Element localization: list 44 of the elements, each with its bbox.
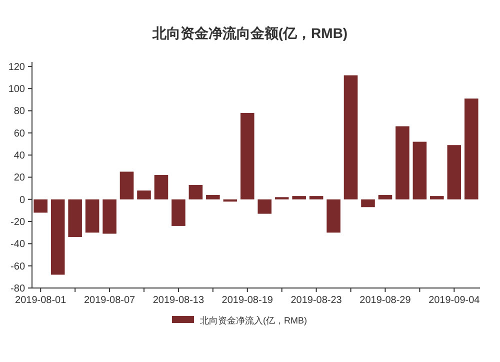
- y-tick-label: -40: [10, 239, 26, 250]
- bar: [396, 126, 410, 200]
- bar: [206, 194, 220, 200]
- bar: [154, 175, 168, 200]
- x-tick-label: 2019-08-13: [152, 295, 204, 306]
- y-tick-label: 20: [14, 172, 26, 184]
- bar: [326, 199, 340, 233]
- bar: [292, 196, 306, 200]
- x-tick-label: 2019-08-01: [15, 295, 67, 306]
- bar: [447, 145, 462, 200]
- bar: [34, 199, 48, 213]
- y-tick-label: -80: [10, 284, 26, 294]
- bar: [344, 75, 358, 200]
- bar: [258, 199, 272, 214]
- y-tick-label: 60: [14, 128, 26, 140]
- bar: [309, 196, 324, 200]
- y-tick-label: 100: [8, 84, 26, 96]
- bar: [430, 196, 444, 200]
- bar: [361, 199, 375, 208]
- bar: [68, 199, 82, 238]
- bar: [464, 98, 478, 200]
- y-tick-label: -60: [10, 261, 26, 272]
- bar: [50, 199, 65, 275]
- bar: [412, 142, 427, 200]
- legend-label: 北向资金净流入(亿，RMB): [200, 316, 307, 326]
- bar: [172, 199, 186, 226]
- x-tick-label: 2019-09-04: [428, 295, 480, 306]
- x-tick-label: 2019-08-07: [84, 295, 136, 306]
- bar: [240, 112, 254, 200]
- y-tick-label: -20: [10, 217, 26, 228]
- bar: [137, 190, 151, 200]
- bar: [85, 199, 100, 233]
- bar: [120, 172, 134, 200]
- x-tick-label: 2019-08-19: [222, 295, 274, 306]
- y-tick-label: 0: [19, 194, 26, 206]
- chart-title: 北向资金净流向金额(亿，RMB): [151, 25, 348, 41]
- y-tick-label: 80: [14, 106, 26, 118]
- x-tick-label: 2019-08-23: [290, 295, 342, 306]
- x-tick-label: 2019-08-29: [360, 295, 412, 306]
- y-tick-label: 120: [8, 62, 26, 73]
- bar: [188, 184, 203, 200]
- y-tick-label: 40: [14, 150, 26, 162]
- bar: [102, 199, 116, 234]
- bar: [378, 194, 392, 200]
